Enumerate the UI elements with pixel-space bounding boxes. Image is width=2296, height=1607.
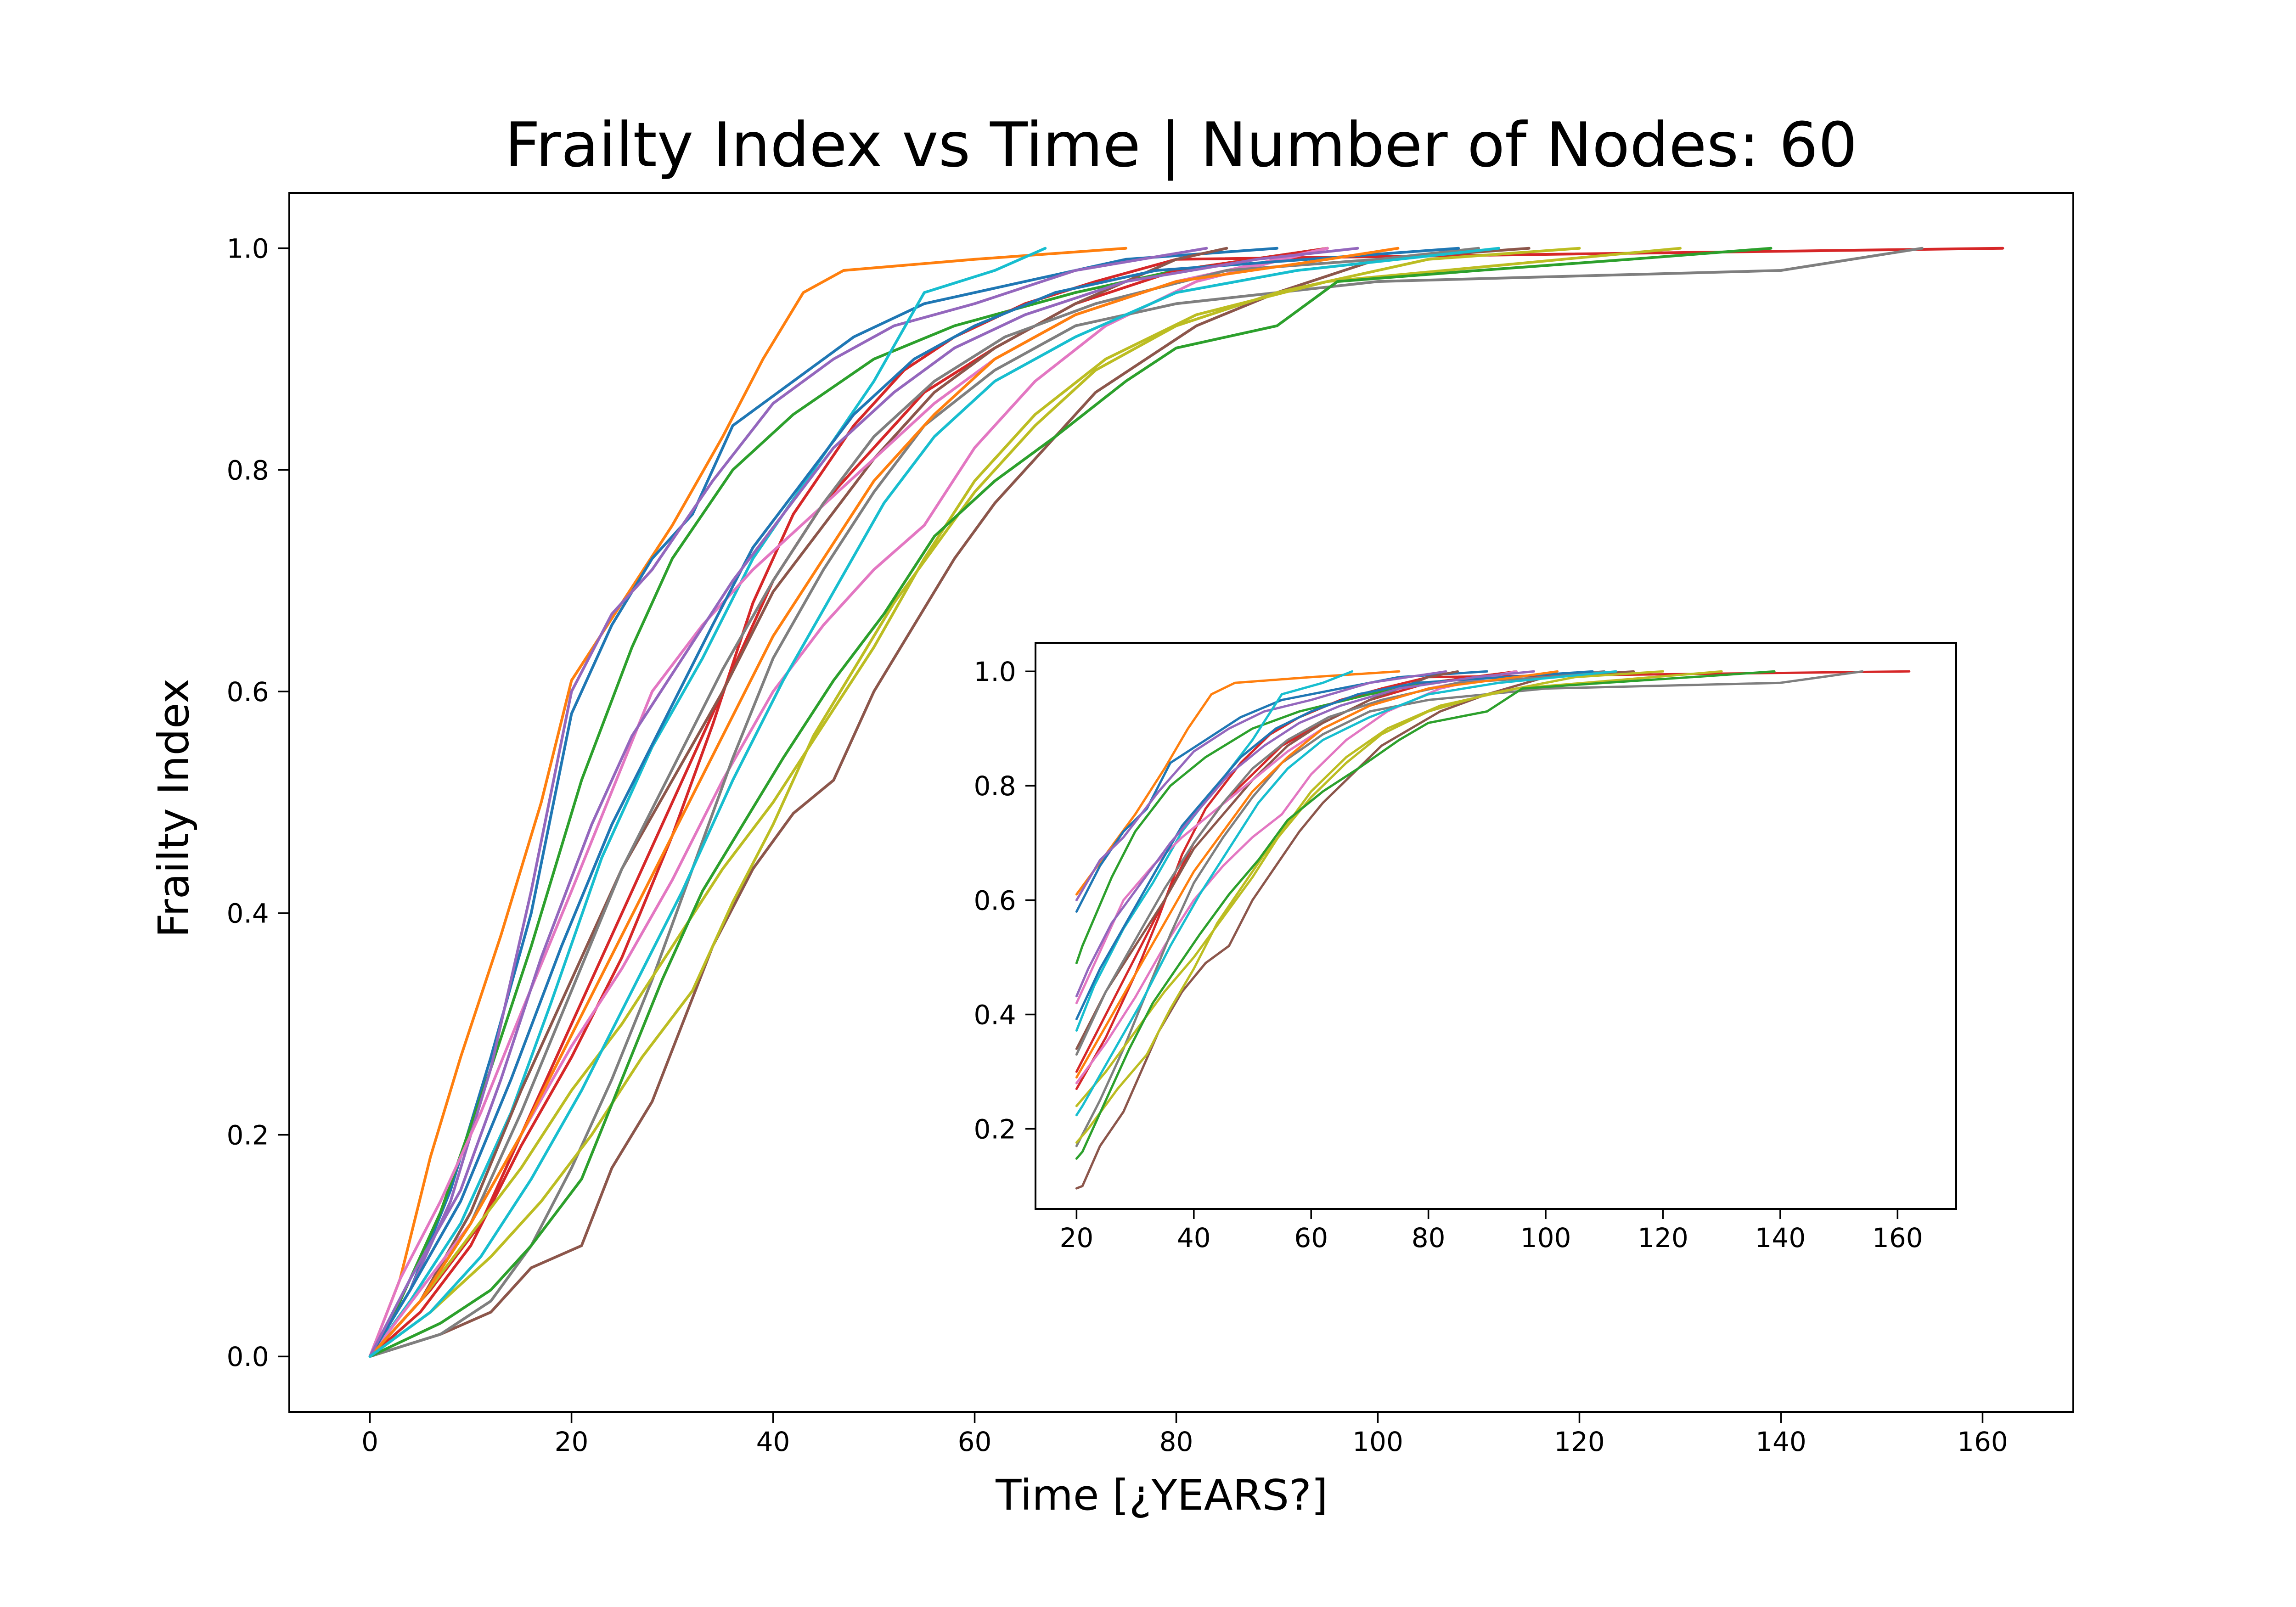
inset-series-line-18 — [1075, 670, 1559, 1079]
inset-series-line-13 — [1075, 670, 1606, 1056]
main-x-tick-label: 20 — [555, 1426, 589, 1457]
inset-axis-ticks: 20 40 60 80 100 120 140 160 0.2 0.4 0.6 0.8 1.0 — [974, 656, 1923, 1253]
main-x-tick-label: 40 — [756, 1426, 790, 1457]
inset-series-line-4 — [1075, 670, 1447, 901]
x-axis-label: Time [¿YEARS?] — [995, 1471, 1328, 1520]
inset-series-group — [1075, 670, 1911, 1190]
inset-series-line-8 — [1075, 670, 1459, 1050]
main-series-line-16 — [368, 247, 1460, 1358]
inset-series-line-20 — [1075, 670, 1617, 1117]
inset-x-tick-label: 80 — [1412, 1222, 1446, 1253]
main-axis-ticks: 0 20 40 60 80 100 120 140 160 0.0 0.2 0.4 0.6 0.8 1.0 — [226, 233, 2008, 1457]
inset-x-tick-label: 60 — [1294, 1222, 1328, 1253]
inset-background — [1035, 643, 1956, 1209]
inset-y-tick-label: 0.2 — [974, 1114, 1016, 1145]
inset-series-line-17 — [1075, 670, 1776, 1160]
main-series-line-20 — [368, 247, 1500, 1358]
main-x-tick-label: 100 — [1352, 1426, 1403, 1457]
inset-series-line-14 — [1075, 670, 1664, 1144]
main-x-tick-label: 160 — [1957, 1426, 2008, 1457]
main-y-tick-label: 0.4 — [226, 898, 269, 929]
inset-series-line-15 — [1075, 670, 1723, 1107]
inset-axes-frame — [1035, 642, 1957, 1210]
main-x-tick-label: 120 — [1554, 1426, 1605, 1457]
inset-y-tick-label: 0.4 — [974, 999, 1016, 1030]
inset-x-tick-label: 100 — [1520, 1222, 1571, 1253]
main-axes-frame — [288, 192, 2074, 1413]
inset-y-tick-label: 0.6 — [974, 885, 1016, 916]
main-series-group — [368, 247, 2004, 1358]
inset-x-tick-label: 20 — [1059, 1222, 1093, 1253]
inset-x-tick-label: 140 — [1755, 1222, 1806, 1253]
main-x-tick-label: 60 — [958, 1426, 992, 1457]
inset-x-tick-label: 120 — [1638, 1222, 1688, 1253]
main-series-line-19 — [368, 247, 1359, 1358]
inset-series-line-9 — [1075, 670, 1635, 1190]
main-y-tick-label: 1.0 — [226, 233, 269, 264]
inset-x-tick-label: 160 — [1872, 1222, 1923, 1253]
main-series-line-4 — [368, 247, 1208, 1358]
main-y-tick-label: 0.0 — [226, 1341, 269, 1372]
y-axis-label: Frailty Index — [149, 679, 198, 938]
inset-series-line-16 — [1075, 670, 1594, 1020]
main-x-tick-label: 80 — [1159, 1426, 1193, 1457]
main-y-tick-label: 0.6 — [226, 676, 269, 708]
inset-x-tick-label: 40 — [1177, 1222, 1211, 1253]
main-series-line-12 — [368, 247, 1924, 1358]
main-y-tick-label: 0.8 — [226, 455, 269, 486]
main-plot-area: 0 20 40 60 80 100 120 140 160 0.0 0.2 0.4 0.6 0.8 1.0 — [226, 192, 2074, 1457]
inset-series-line-19 — [1075, 670, 1535, 998]
main-y-tick-label: 0.2 — [226, 1119, 269, 1151]
inset-y-tick-label: 1.0 — [974, 656, 1016, 687]
main-series-line-18 — [368, 247, 1400, 1358]
main-x-tick-label: 0 — [361, 1426, 378, 1457]
inset-plot-area: 20 40 60 80 100 120 140 160 0.2 0.4 0.6 0.8 1.0 — [974, 642, 1957, 1253]
inset-series-line-12 — [1075, 670, 1864, 1147]
main-x-tick-label: 140 — [1756, 1426, 1806, 1457]
main-series-line-14 — [368, 247, 1581, 1358]
main-series-line-15 — [368, 247, 1682, 1358]
main-series-line-9 — [368, 247, 1531, 1358]
inset-y-tick-label: 0.8 — [974, 770, 1016, 802]
main-series-line-5 — [368, 247, 1047, 1358]
chart-title: Frailty Index vs Time | Number of Nodes:… — [505, 109, 1857, 181]
main-series-line-17 — [368, 247, 1773, 1358]
